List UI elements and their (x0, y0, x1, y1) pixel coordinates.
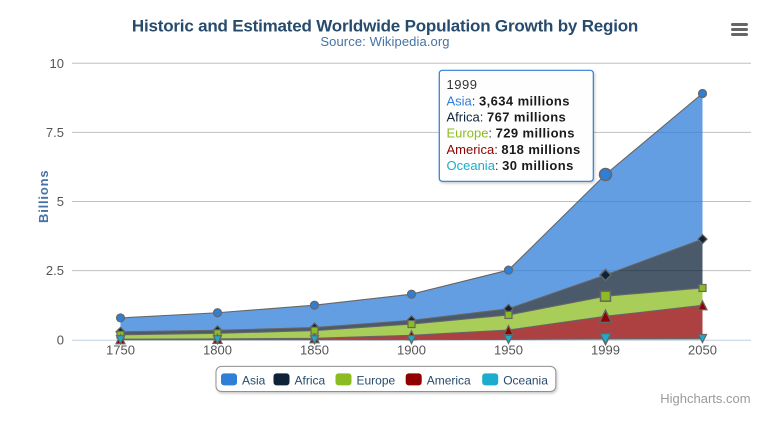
svg-text:5: 5 (57, 194, 64, 209)
svg-text:1950: 1950 (494, 342, 523, 357)
svg-text:Europe: 729 millions: Europe: 729 millions (447, 126, 575, 141)
svg-text:7.5: 7.5 (46, 125, 64, 140)
svg-text:Source: Wikipedia.org: Source: Wikipedia.org (320, 34, 449, 49)
svg-text:2050: 2050 (688, 342, 717, 357)
svg-text:Oceania: 30 millions: Oceania: 30 millions (447, 158, 574, 173)
svg-text:1900: 1900 (397, 342, 426, 357)
svg-text:Asia: 3,634 millions: Asia: 3,634 millions (447, 93, 570, 108)
svg-text:Highcharts.com: Highcharts.com (660, 391, 750, 406)
svg-text:Oceania: Oceania (503, 373, 548, 387)
svg-text:1999: 1999 (591, 342, 620, 357)
svg-text:America: 818 millions: America: 818 millions (447, 142, 581, 157)
svg-text:Africa: 767 millions: Africa: 767 millions (447, 110, 567, 125)
svg-text:Asia: Asia (242, 373, 266, 387)
svg-text:1800: 1800 (203, 342, 232, 357)
svg-text:Billions: Billions (36, 170, 51, 223)
svg-text:10: 10 (50, 56, 64, 71)
svg-text:Historic and Estimated Worldwi: Historic and Estimated Worldwide Populat… (132, 17, 638, 36)
svg-text:Africa: Africa (295, 373, 326, 387)
svg-text:0: 0 (57, 332, 64, 347)
svg-text:Europe: Europe (357, 373, 396, 387)
svg-text:America: America (427, 373, 471, 387)
svg-text:2.5: 2.5 (46, 263, 64, 278)
svg-text:1850: 1850 (300, 342, 329, 357)
svg-text:1750: 1750 (106, 342, 135, 357)
svg-text:1999: 1999 (447, 77, 478, 92)
